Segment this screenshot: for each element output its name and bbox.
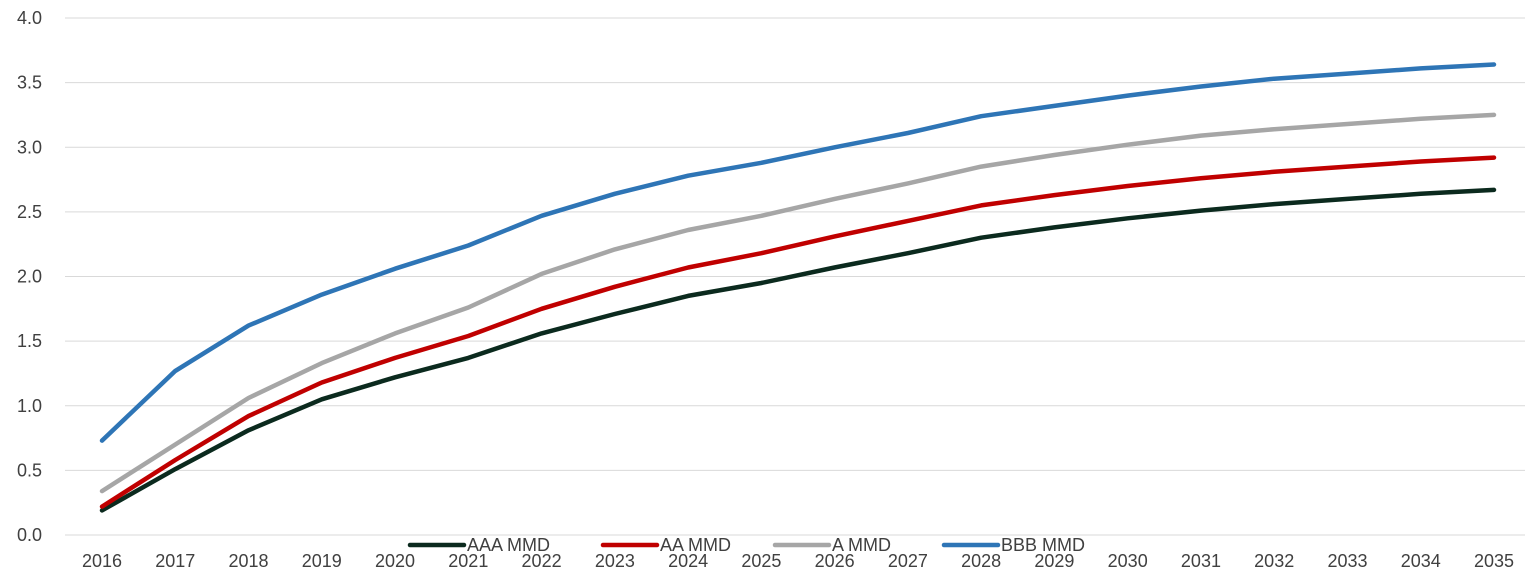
x-tick-label: 2016 — [82, 551, 122, 571]
legend-item: AAA MMD — [407, 535, 550, 555]
y-tick-label: 4.0 — [17, 8, 42, 28]
y-tick-label: 2.0 — [17, 267, 42, 287]
x-tick-label: 2029 — [1034, 551, 1074, 571]
x-tick-label: 2031 — [1181, 551, 1221, 571]
x-tick-label: 2032 — [1254, 551, 1294, 571]
y-axis-tick-labels: 0.0 0.5 1.0 1.5 2.0 2.5 3.0 3.5 4.0 — [17, 8, 42, 545]
x-tick-label: 2017 — [155, 551, 195, 571]
y-tick-label: 3.0 — [17, 137, 42, 157]
series-line-bbb-mmd — [99, 62, 1497, 443]
x-tick-label: 2023 — [595, 551, 635, 571]
y-tick-label: 0.5 — [17, 460, 42, 480]
x-tick-label: 2030 — [1108, 551, 1148, 571]
x-tick-label: 2022 — [522, 551, 562, 571]
x-tick-label: 2035 — [1474, 551, 1514, 571]
x-axis-tick-labels: 2016 2017 2018 2019 2020 2021 2022 2023 2024 2025… — [82, 551, 1514, 571]
legend-label: BBB MMD — [1001, 535, 1085, 555]
legend-label: A MMD — [832, 535, 891, 555]
x-tick-label: 2018 — [229, 551, 269, 571]
y-tick-label: 2.5 — [17, 202, 42, 222]
x-tick-label: 2021 — [448, 551, 488, 571]
y-tick-label: 1.5 — [17, 331, 42, 351]
y-tick-label: 1.0 — [17, 396, 42, 416]
series-lines — [99, 62, 1497, 513]
legend-item: A MMD — [772, 535, 891, 555]
series-line-a-mmd — [99, 112, 1497, 494]
y-tick-label: 3.5 — [17, 73, 42, 93]
legend-item: AA MMD — [600, 535, 731, 555]
legend-label: AA MMD — [660, 535, 731, 555]
series-line-aaa-mmd — [99, 187, 1497, 513]
x-tick-label: 2027 — [888, 551, 928, 571]
x-tick-label: 2033 — [1327, 551, 1367, 571]
x-tick-label: 2025 — [741, 551, 781, 571]
series-line-aa-mmd — [99, 155, 1497, 509]
y-tick-label: 0.0 — [17, 525, 42, 545]
legend: AAA MMD AA MMD A MMD BBB MMD — [407, 535, 1085, 555]
legend-label: AAA MMD — [467, 535, 550, 555]
x-tick-label: 2024 — [668, 551, 708, 571]
x-tick-label: 2020 — [375, 551, 415, 571]
x-tick-label: 2019 — [302, 551, 342, 571]
legend-item: BBB MMD — [941, 535, 1085, 555]
x-tick-label: 2034 — [1401, 551, 1441, 571]
x-tick-label: 2026 — [815, 551, 855, 571]
x-tick-label: 2028 — [961, 551, 1001, 571]
